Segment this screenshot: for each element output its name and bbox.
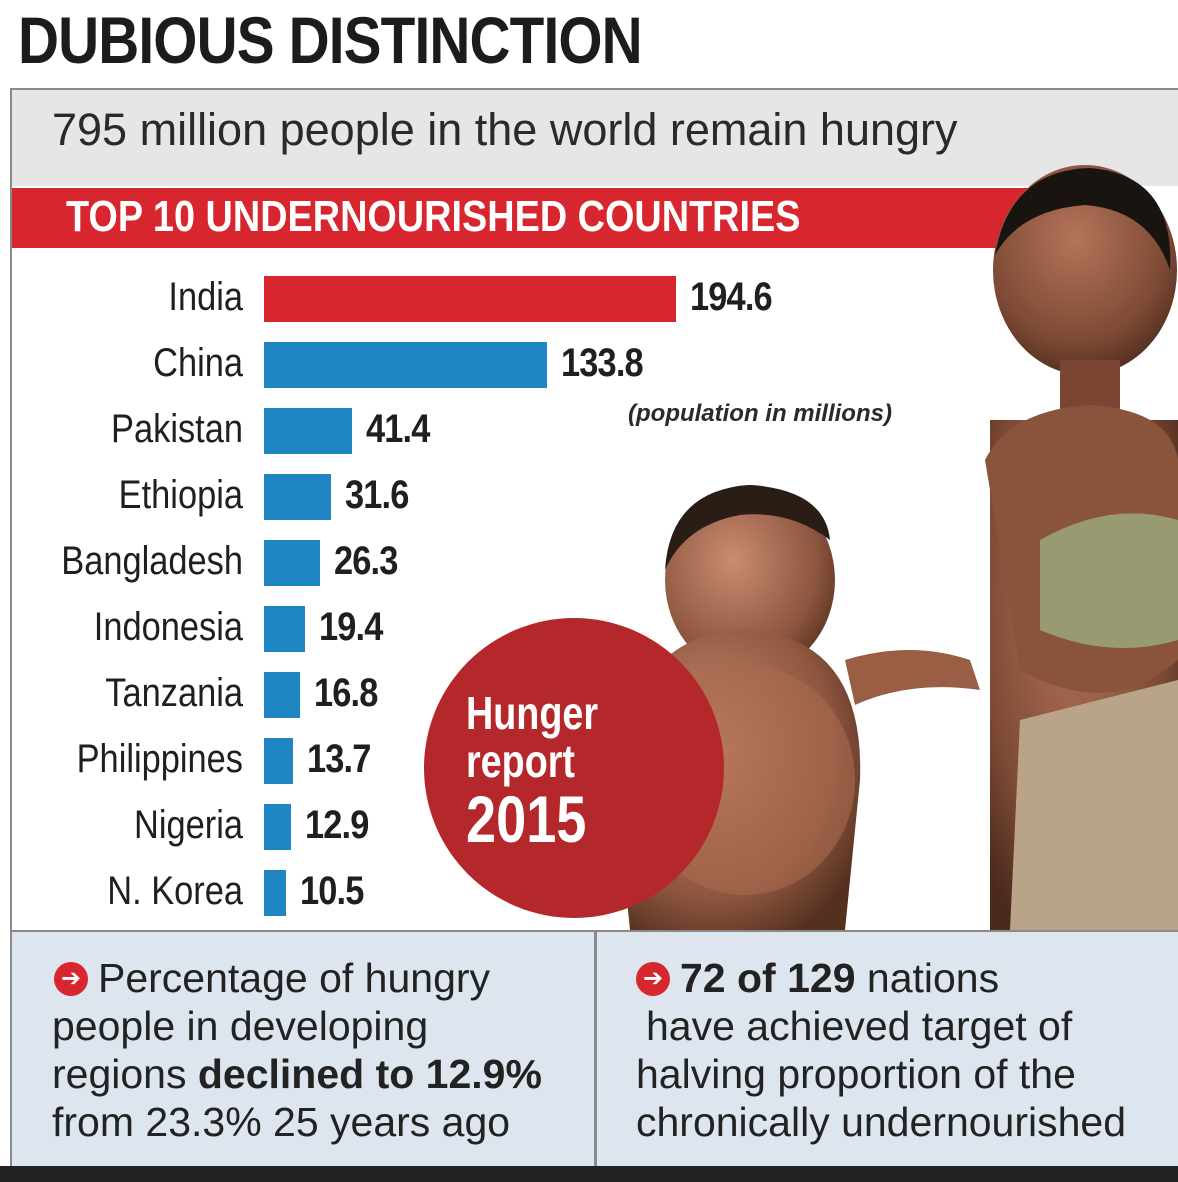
bar-label: Ethiopia [118, 473, 243, 517]
note-right-line-2: have achieved target of [646, 1003, 1073, 1049]
bar-value-label: 10.5 [300, 869, 364, 913]
chart-title: TOP 10 UNDERNOURISHED COUNTRIES [66, 192, 801, 241]
bar-value-label: 12.9 [305, 803, 369, 847]
bar-value-label: 194.6 [690, 275, 773, 319]
bar-value-label: 19.4 [319, 605, 383, 649]
bar [264, 276, 676, 322]
badge-line-1: Hunger [466, 687, 599, 739]
badge-line-2: report [466, 735, 575, 787]
bar-label: China [153, 341, 243, 385]
bar [264, 342, 547, 388]
bar [264, 474, 331, 520]
hunger-report-badge [424, 618, 724, 918]
children-photo [615, 165, 1178, 930]
bar-label: India [168, 275, 243, 319]
section-banner [12, 188, 1052, 248]
bar-value-label: 16.8 [314, 671, 378, 715]
subtitle-band [12, 90, 1178, 186]
bar-value-label: 26.3 [334, 539, 398, 583]
bar-value-label: 41.4 [366, 407, 430, 451]
page-title: DUBIOUS DISTINCTION [18, 3, 643, 77]
bar [264, 540, 320, 586]
bar-value-label: 133.8 [561, 341, 644, 385]
bar [264, 870, 286, 916]
badge-line-3: 2015 [466, 782, 587, 856]
bar-label: Tanzania [105, 671, 243, 715]
arrow-right-circle-icon: ➔ [54, 962, 88, 996]
bar [264, 672, 300, 718]
bar-label: Nigeria [134, 803, 243, 847]
note-left-line-1: Percentage of hungry [98, 955, 491, 1001]
note-right-line-1-text: nations [855, 955, 1000, 1001]
note-right-highlight: 72 of 129 [680, 955, 856, 1001]
bar-label: Pakistan [111, 407, 243, 451]
bar [264, 408, 352, 454]
bar-label: N. Korea [107, 869, 243, 913]
note-right-line-4: chronically undernourished [636, 1099, 1127, 1145]
bar [264, 804, 291, 850]
note-right-line-3: halving proportion of the [636, 1051, 1076, 1097]
footer-bar [0, 1166, 1178, 1182]
note-left-line-3-text: regions [52, 1051, 198, 1097]
bar-value-label: 31.6 [345, 473, 409, 517]
note-left-line-4: from 23.3% 25 years ago [52, 1099, 511, 1145]
infographic-frame [10, 88, 1178, 1168]
notes-divider [594, 930, 597, 1166]
bar-label: Indonesia [93, 605, 243, 649]
bar [264, 606, 305, 652]
note-right-line-1: 72 of 129 nations [680, 954, 999, 1002]
note-left-line-3: regions declined to 12.9% [52, 1050, 542, 1098]
note-left-line-2: people in developing [52, 1003, 429, 1049]
bar-label: Bangladesh [61, 539, 243, 583]
note-left-highlight: declined to 12.9% [197, 1051, 542, 1097]
bar-value-label: 13.7 [307, 737, 371, 781]
bar [264, 738, 293, 784]
bar-label: Philippines [76, 737, 243, 781]
units-note: (population in millions) [628, 400, 892, 427]
subtitle: 795 million people in the world remain h… [52, 104, 958, 155]
arrow-right-circle-icon: ➔ [636, 962, 670, 996]
